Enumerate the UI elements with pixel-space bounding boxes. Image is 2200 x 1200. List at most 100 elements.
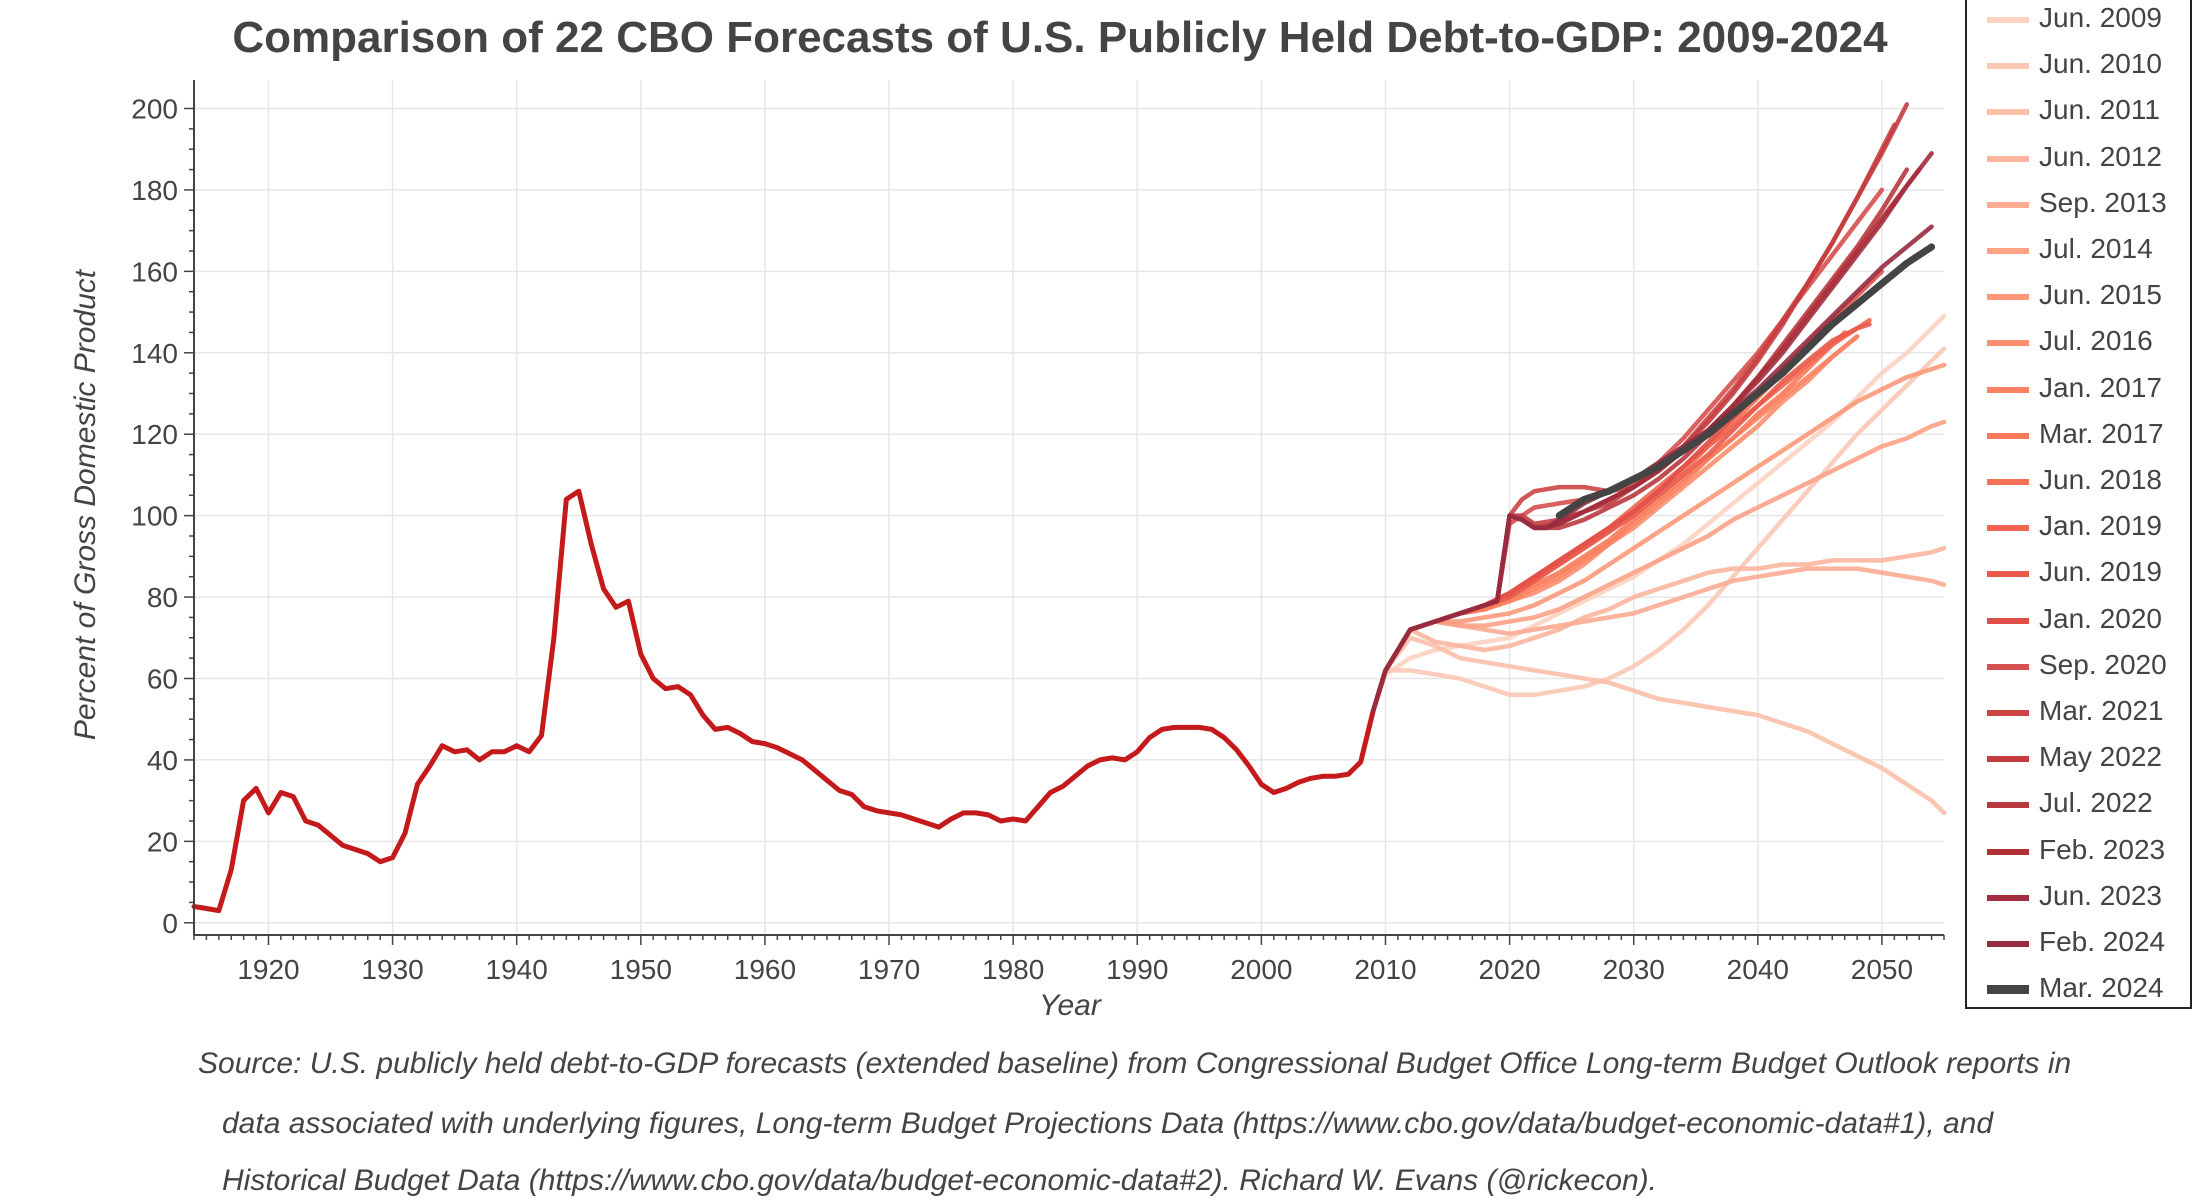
legend-item: Sep. 2013 bbox=[1967, 184, 2192, 224]
legend-item: Jun. 2011 bbox=[1967, 91, 2192, 131]
legend-item: Jun. 2018 bbox=[1967, 461, 2192, 501]
legend-item: Mar. 2017 bbox=[1967, 415, 2192, 455]
legend-swatch bbox=[1987, 848, 2029, 855]
x-axis-label: Year bbox=[1039, 989, 1102, 1022]
series-line bbox=[1370, 635, 1947, 816]
legend-label: Mar. 2017 bbox=[2039, 417, 2164, 449]
legend-label: Jun. 2011 bbox=[2039, 94, 2160, 126]
legend-swatch bbox=[1987, 710, 2029, 716]
legend-label: Jun. 2019 bbox=[2039, 556, 2162, 588]
legend-label: Jan. 2019 bbox=[2039, 510, 2162, 542]
legend-swatch bbox=[1987, 894, 2029, 901]
legend-swatch bbox=[1987, 985, 2029, 995]
legend-label: Jun. 2010 bbox=[2039, 48, 2162, 80]
y-tick-label: 0 bbox=[162, 908, 178, 939]
legend-item: Sep. 2020 bbox=[1967, 646, 2192, 686]
x-tick-label: 1980 bbox=[982, 954, 1044, 985]
y-axis-label: Percent of Gross Domestic Product bbox=[69, 268, 102, 740]
source-caption-line-2: data associated with underlying figures,… bbox=[222, 1107, 1994, 1140]
legend-item: Feb. 2023 bbox=[1967, 831, 2192, 871]
legend-item: Jun. 2009 bbox=[1967, 0, 2192, 39]
y-tick-label: 120 bbox=[131, 419, 178, 450]
x-tick-label: 1990 bbox=[1106, 954, 1168, 985]
series-line bbox=[1370, 362, 1947, 714]
legend-swatch bbox=[1987, 756, 2029, 763]
source-caption-line-3: Historical Budget Data (https://www.cbo.… bbox=[222, 1164, 1657, 1197]
y-tick-label: 160 bbox=[131, 256, 178, 287]
x-tick-label: 2030 bbox=[1603, 954, 1665, 985]
legend-swatch bbox=[1987, 802, 2029, 809]
x-tick-label: 2050 bbox=[1851, 954, 1913, 985]
legend-swatch bbox=[1987, 432, 2029, 439]
legend-label: Jan. 2017 bbox=[2039, 371, 2162, 403]
y-tick-label: 180 bbox=[131, 175, 178, 206]
legend-item: Mar. 2024 bbox=[1967, 969, 2192, 1009]
series-line bbox=[1370, 346, 1947, 714]
x-tick-label: 1960 bbox=[734, 954, 796, 985]
series-line bbox=[1370, 545, 1947, 714]
legend-swatch bbox=[1987, 479, 2029, 485]
legend-item: Jun. 2010 bbox=[1967, 45, 2192, 85]
x-tick-label: 1950 bbox=[610, 954, 672, 985]
legend-swatch bbox=[1987, 201, 2029, 208]
legend-label: Feb. 2023 bbox=[2039, 833, 2166, 865]
y-tick-label: 100 bbox=[131, 501, 178, 532]
x-tick-label: 2020 bbox=[1478, 954, 1540, 985]
series-line bbox=[1555, 243, 1936, 520]
legend-label: Mar. 2024 bbox=[2039, 972, 2164, 1004]
x-tick-label: 1920 bbox=[237, 954, 299, 985]
legend-item: Jan. 2017 bbox=[1967, 369, 2192, 409]
legend-item: Feb. 2024 bbox=[1967, 923, 2192, 963]
legend-swatch bbox=[1987, 941, 2029, 947]
x-tick-label: 2040 bbox=[1727, 954, 1789, 985]
x-tick-label: 2010 bbox=[1354, 954, 1416, 985]
y-tick-label: 200 bbox=[131, 94, 178, 125]
legend-label: Mar. 2021 bbox=[2039, 695, 2164, 726]
legend-swatch bbox=[1987, 663, 2029, 670]
x-tick-label: 1940 bbox=[486, 954, 548, 985]
legend-label: Jun. 2012 bbox=[2039, 140, 2162, 172]
legend-swatch bbox=[1987, 571, 2029, 578]
grid bbox=[194, 80, 1944, 935]
series-line bbox=[1370, 419, 1947, 714]
legend-item: Jun. 2015 bbox=[1967, 276, 2192, 316]
legend-item: Jun. 2019 bbox=[1967, 553, 2192, 593]
forecast-series bbox=[1370, 102, 1947, 816]
legend-swatch bbox=[1987, 525, 2029, 532]
legend-label: Sep. 2013 bbox=[2039, 186, 2167, 218]
legend-swatch bbox=[1987, 617, 2029, 624]
legend-label: Jul. 2016 bbox=[2039, 325, 2153, 357]
source-caption-line-1: Source: U.S. publicly held debt-to-GDP f… bbox=[198, 1047, 2072, 1080]
y-tick-label: 80 bbox=[147, 582, 178, 613]
historical-series bbox=[191, 488, 1376, 914]
legend-swatch bbox=[1987, 17, 2029, 23]
legend-item: Jan. 2019 bbox=[1967, 507, 2192, 547]
legend: Jun. 2009 Jun. 2010 Jun. 2011 Jun. 2012 Sep.… bbox=[1965, 0, 2192, 1009]
series-line bbox=[1370, 187, 1885, 714]
legend-item: Mar. 2021 bbox=[1967, 692, 2192, 732]
legend-item: Jul. 2014 bbox=[1967, 230, 2192, 270]
y-tick-label: 60 bbox=[147, 664, 178, 695]
legend-label: May 2022 bbox=[2039, 741, 2162, 773]
legend-item: May 2022 bbox=[1967, 738, 2192, 778]
legend-swatch bbox=[1987, 386, 2029, 393]
historical-line bbox=[191, 488, 1376, 914]
legend-label: Jan. 2020 bbox=[2039, 602, 2162, 634]
x-tick-label: 2000 bbox=[1230, 954, 1292, 985]
x-tick-label: 1930 bbox=[361, 954, 423, 985]
legend-label: Jul. 2014 bbox=[2039, 233, 2153, 264]
legend-swatch bbox=[1987, 294, 2029, 301]
legend-item: Jun. 2023 bbox=[1967, 877, 2192, 917]
legend-label: Sep. 2020 bbox=[2039, 648, 2167, 680]
x-tick-label: 1970 bbox=[858, 954, 920, 985]
y-tick-label: 140 bbox=[131, 338, 178, 369]
legend-label: Jun. 2023 bbox=[2039, 879, 2162, 911]
legend-swatch bbox=[1987, 109, 2029, 116]
legend-swatch bbox=[1987, 340, 2029, 347]
legend-swatch bbox=[1987, 63, 2029, 70]
y-tick-label: 20 bbox=[147, 826, 178, 857]
legend-item: Jan. 2020 bbox=[1967, 600, 2192, 640]
legend-label: Jun. 2018 bbox=[2039, 464, 2162, 495]
legend-item: Jun. 2012 bbox=[1967, 138, 2192, 178]
